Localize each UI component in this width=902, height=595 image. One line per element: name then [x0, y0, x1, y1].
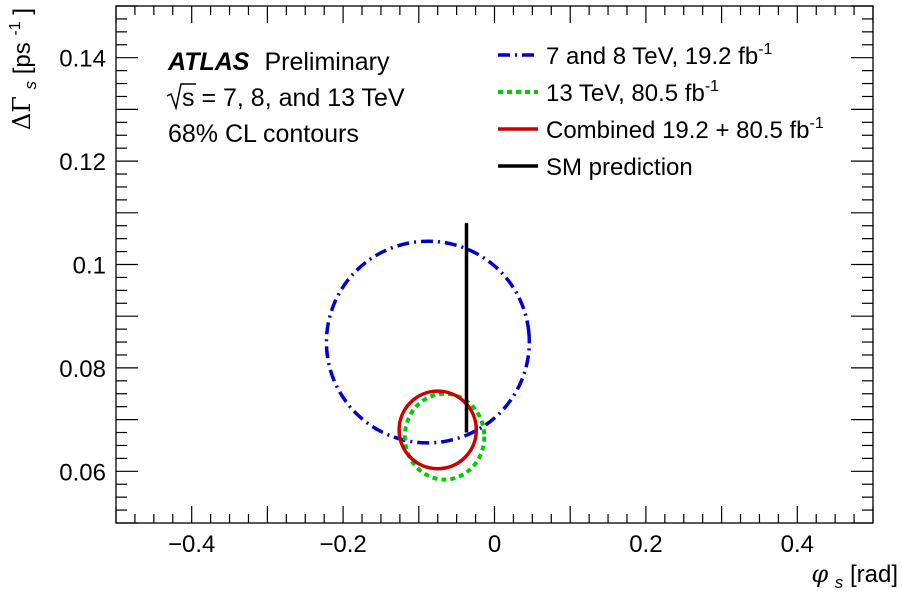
x-tick-label: 0.4 — [781, 531, 814, 558]
x-axis-ticks: −0.4 −0.2 0 0.2 0.4 — [115, 6, 874, 558]
legend-entry-name: SM prediction — [546, 154, 693, 181]
x-axis-unit: [rad] — [850, 561, 898, 588]
contour-curves — [324, 223, 532, 482]
legend-entry: Combined 19.2 + 80.5 fb-1 — [546, 115, 824, 144]
legend-entry-name: 7 and 8 TeV, 19.2 fb — [546, 43, 758, 70]
x-tick-label: −0.2 — [319, 531, 366, 558]
contour-1 — [402, 391, 487, 482]
energy-label: s = 7, 8, and 13 TeV — [182, 84, 405, 112]
y-tick-label: 0.06 — [59, 459, 106, 486]
legend-entry: 13 TeV, 80.5 fb-1 — [546, 78, 719, 107]
contour-note: 68% CL contours — [168, 120, 359, 148]
contour-2 — [397, 389, 479, 471]
contour-0 — [324, 239, 532, 445]
y-tick-label: 0.1 — [73, 253, 106, 280]
x-tick-label: 0 — [488, 531, 501, 558]
experiment-status: Preliminary — [264, 48, 390, 76]
y-tick-label: 0.08 — [59, 356, 106, 383]
y-axis-subscript: s — [21, 80, 40, 89]
y-axis-ticks: 0.06 0.08 0.1 0.12 0.14 — [59, 5, 873, 524]
x-axis-subscript: s — [835, 573, 844, 592]
legend-entry-superscript: -1 — [705, 78, 719, 95]
sqrt-symbol — [166, 83, 196, 111]
x-tick-label: 0.2 — [629, 531, 662, 558]
legend-entry-name: Combined 19.2 + 80.5 fb — [546, 117, 810, 144]
y-tick-label: 0.12 — [59, 149, 106, 176]
x-axis-symbol: φ — [811, 560, 828, 588]
legend-entry-superscript: -1 — [758, 41, 772, 58]
y-axis-unit: [ps — [9, 42, 36, 74]
y-tick-label: 0.14 — [59, 46, 106, 73]
x-tick-label: −0.4 — [168, 531, 215, 558]
y-axis-symbol: ΔΓ — [8, 96, 36, 130]
legend-entry-superscript: -1 — [810, 115, 824, 132]
legend: 7 and 8 TeV, 19.2 fb-113 TeV, 80.5 fb-1C… — [498, 41, 824, 181]
experiment-name: ATLAS — [167, 48, 250, 76]
experiment-label: ATLAS Preliminary — [167, 48, 390, 76]
y-axis-unit-close: ] — [9, 8, 36, 15]
sqrt-radical — [166, 83, 196, 111]
legend-entry: 7 and 8 TeV, 19.2 fb-1 — [546, 41, 773, 70]
y-axis-unit-superscript: -1 — [7, 21, 24, 35]
y-axis-label: ΔΓ s [ps -1 ] — [0, 8, 42, 130]
legend-entry: SM prediction — [546, 154, 693, 181]
legend-entry-name: 13 TeV, 80.5 fb — [546, 80, 705, 107]
x-axis-label: φ s [rad] — [811, 560, 898, 594]
